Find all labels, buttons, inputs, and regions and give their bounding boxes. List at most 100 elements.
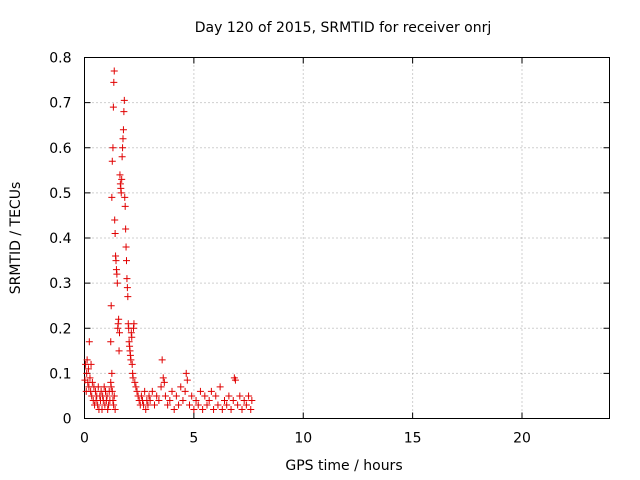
data-point bbox=[188, 392, 196, 400]
data-point bbox=[121, 193, 129, 201]
data-point bbox=[172, 392, 180, 400]
data-point bbox=[94, 383, 102, 391]
data-point bbox=[158, 356, 166, 364]
data-point bbox=[122, 225, 130, 233]
data-point bbox=[182, 369, 190, 377]
data-points bbox=[81, 67, 256, 413]
y-tick-label: 0.4 bbox=[49, 231, 71, 247]
data-point bbox=[183, 376, 191, 384]
data-point bbox=[157, 383, 165, 391]
data-point bbox=[177, 383, 185, 391]
data-point bbox=[196, 387, 204, 395]
data-point bbox=[111, 405, 119, 413]
x-tick-label: 20 bbox=[513, 431, 531, 447]
data-point bbox=[94, 401, 102, 409]
data-point bbox=[120, 96, 128, 104]
data-point bbox=[108, 369, 116, 377]
data-point bbox=[223, 401, 231, 409]
data-point bbox=[123, 275, 131, 283]
data-point bbox=[210, 405, 218, 413]
data-point bbox=[205, 396, 213, 404]
data-point bbox=[225, 392, 233, 400]
data-point bbox=[247, 405, 255, 413]
data-point bbox=[120, 108, 128, 116]
data-point bbox=[124, 293, 132, 301]
data-point bbox=[170, 405, 178, 413]
data-point bbox=[110, 78, 118, 86]
chart-title: Day 120 of 2015, SRMTID for receiver onr… bbox=[195, 20, 492, 36]
data-point bbox=[107, 383, 115, 391]
x-tick-label: 5 bbox=[189, 431, 198, 447]
data-point bbox=[122, 243, 130, 251]
data-point bbox=[111, 216, 119, 224]
data-point bbox=[192, 396, 200, 404]
data-point bbox=[179, 396, 187, 404]
data-point bbox=[245, 392, 253, 400]
data-point bbox=[242, 401, 250, 409]
data-point bbox=[151, 401, 158, 409]
data-point bbox=[146, 396, 154, 404]
y-tick-label: 0.8 bbox=[49, 51, 71, 67]
data-point bbox=[85, 338, 93, 346]
data-point bbox=[240, 396, 248, 404]
data-point bbox=[168, 387, 176, 395]
data-point bbox=[164, 401, 172, 409]
data-point bbox=[199, 405, 207, 413]
data-point bbox=[129, 374, 137, 382]
data-point bbox=[216, 383, 224, 391]
axis-ticks: 0 0.1 0.2 0.3 0.4 0.5 0.6 0.7 0.8 0 5 10 15 20 bbox=[49, 51, 610, 447]
data-point bbox=[203, 401, 211, 409]
data-point bbox=[84, 365, 92, 373]
data-point bbox=[116, 329, 123, 337]
data-point bbox=[109, 144, 117, 152]
data-point bbox=[160, 378, 168, 386]
data-point bbox=[194, 401, 202, 409]
y-axis-label: SRMTID / TECUs bbox=[8, 182, 24, 295]
data-point bbox=[227, 405, 235, 413]
data-point bbox=[108, 157, 116, 165]
data-point bbox=[108, 387, 116, 395]
data-point bbox=[110, 401, 118, 409]
data-point bbox=[218, 405, 226, 413]
data-point bbox=[115, 347, 123, 355]
data-point bbox=[186, 401, 193, 409]
data-point bbox=[128, 360, 136, 368]
data-point bbox=[144, 401, 152, 409]
y-tick-label: 0.3 bbox=[49, 276, 71, 292]
data-point bbox=[119, 135, 127, 143]
data-point bbox=[137, 392, 145, 400]
data-point bbox=[153, 392, 161, 400]
y-tick-label: 0 bbox=[63, 412, 72, 428]
data-point bbox=[130, 320, 138, 328]
y-tick-label: 0.7 bbox=[49, 96, 71, 112]
data-point bbox=[236, 392, 244, 400]
data-point bbox=[107, 338, 115, 346]
data-point bbox=[109, 396, 117, 404]
data-point bbox=[83, 369, 91, 377]
data-point bbox=[119, 144, 127, 152]
data-point bbox=[161, 392, 169, 400]
data-point bbox=[159, 374, 167, 382]
y-tick-label: 0.6 bbox=[49, 141, 71, 157]
data-point bbox=[231, 376, 239, 384]
data-point bbox=[113, 279, 121, 287]
data-point bbox=[116, 171, 124, 179]
data-point bbox=[111, 229, 119, 237]
data-point bbox=[248, 396, 256, 404]
data-point bbox=[86, 374, 94, 382]
y-tick-label: 0.5 bbox=[49, 186, 71, 202]
data-point bbox=[113, 270, 121, 278]
data-point bbox=[127, 356, 135, 364]
data-point bbox=[88, 378, 96, 386]
data-point bbox=[234, 401, 242, 409]
data-point bbox=[201, 392, 209, 400]
data-point bbox=[207, 387, 215, 395]
data-point bbox=[128, 333, 136, 341]
data-point bbox=[155, 396, 163, 404]
data-point bbox=[148, 387, 156, 395]
data-point bbox=[214, 401, 222, 409]
data-point bbox=[87, 360, 95, 368]
data-point bbox=[118, 153, 126, 161]
data-point bbox=[123, 257, 130, 265]
